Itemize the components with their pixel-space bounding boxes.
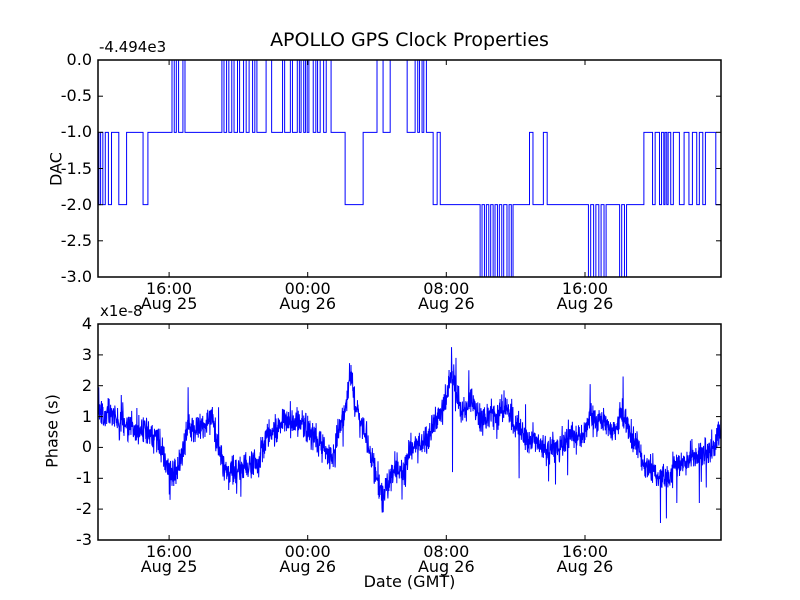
phase-axis-label: Phase (s) (42, 394, 62, 468)
phase-axis-multiplier-label: x1e-8 (100, 302, 143, 320)
dac-axis-offset-label: -4.494e3 (99, 38, 167, 56)
dac-axes-frame (97, 59, 722, 278)
dac-axis-label: DAC (46, 152, 66, 186)
chart-title: APOLLO GPS Clock Properties (270, 29, 549, 51)
phase-axes-frame (97, 323, 722, 541)
dac-series-path (98, 60, 721, 277)
x-axis-label: Date (GMT) (363, 572, 456, 591)
phase-series-path (98, 347, 721, 524)
